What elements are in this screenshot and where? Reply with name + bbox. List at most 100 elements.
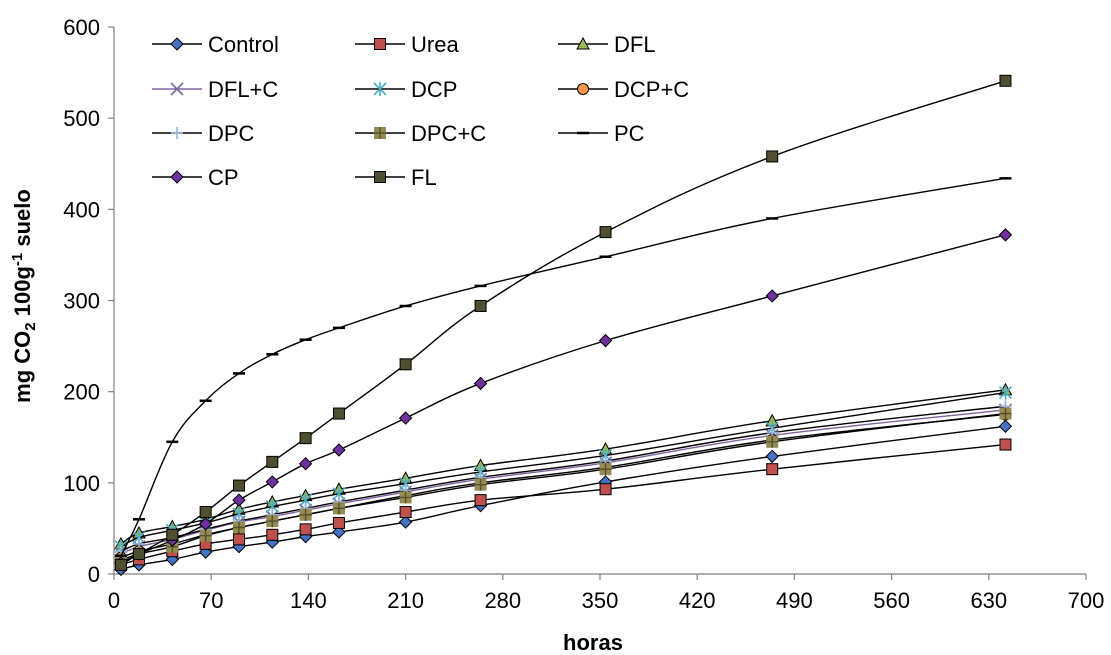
y-tick-label: 300 xyxy=(63,289,100,314)
data-point-cross xyxy=(232,521,245,534)
data-point xyxy=(170,170,184,184)
x-tick-label: 140 xyxy=(290,588,327,613)
data-point xyxy=(399,358,412,371)
x-tick-label: 0 xyxy=(108,588,120,613)
legend-label: DPC xyxy=(208,121,255,146)
data-point-cross xyxy=(474,478,487,491)
data-point xyxy=(114,558,127,571)
y-tick-label: 400 xyxy=(63,197,100,222)
data-point xyxy=(374,38,386,50)
y-axis-title-part: mg CO xyxy=(10,331,35,403)
data-point xyxy=(266,455,279,468)
series-line xyxy=(120,413,1006,559)
series-cp xyxy=(114,228,1013,570)
data-point xyxy=(198,517,213,531)
y-tick-label: 100 xyxy=(63,471,100,496)
y-tick-label: 0 xyxy=(88,562,100,587)
series-line xyxy=(120,409,1006,555)
data-point xyxy=(998,228,1013,242)
x-tick-label: 350 xyxy=(582,588,619,613)
data-point-cross xyxy=(374,127,386,139)
data-point xyxy=(166,528,179,541)
y-axis-title-part: -1 xyxy=(9,253,26,266)
x-axis-title: horas xyxy=(563,630,623,655)
data-point-cross xyxy=(266,515,279,528)
x-tick-label: 490 xyxy=(776,588,813,613)
x-tick-label: 630 xyxy=(970,588,1007,613)
legend-label: DFL xyxy=(614,32,656,57)
x-tick-label: 70 xyxy=(199,588,223,613)
legend-item-dfl: DFL xyxy=(558,32,656,57)
legend: Control Urea DFL DFL+C DCP DCP+C DPC DPC+C PC CP F… xyxy=(152,32,689,190)
legend-label: DCP xyxy=(411,77,457,102)
data-point xyxy=(998,385,1013,400)
y-axis-title-part: suelo xyxy=(10,189,35,253)
data-point xyxy=(576,36,590,50)
data-point xyxy=(999,438,1012,451)
legend-item-urea: Urea xyxy=(355,32,459,57)
data-point-cross xyxy=(199,529,212,542)
data-point xyxy=(132,547,145,560)
legend-item-control: Control xyxy=(152,32,279,57)
data-point xyxy=(232,493,246,507)
data-point xyxy=(765,449,779,464)
data-point xyxy=(266,528,279,541)
data-point xyxy=(171,127,183,139)
data-point xyxy=(299,523,312,536)
x-tick-label: 280 xyxy=(484,588,521,613)
data-point xyxy=(999,74,1012,87)
data-point xyxy=(577,83,589,95)
legend-label: Control xyxy=(208,32,279,57)
data-point xyxy=(766,150,779,163)
data-point xyxy=(232,533,245,546)
series-urea xyxy=(114,438,1012,571)
series-line xyxy=(120,412,1006,561)
series-control xyxy=(114,419,1013,577)
legend-item-dcp-c: DCP+C xyxy=(558,77,689,102)
legend-item-dpc: DPC xyxy=(152,121,255,146)
data-point xyxy=(265,475,280,489)
series-layer xyxy=(114,74,1013,577)
data-point xyxy=(766,463,779,476)
y-tick-label: 600 xyxy=(63,15,100,40)
legend-label: PC xyxy=(614,121,645,146)
data-point xyxy=(474,494,487,507)
data-point xyxy=(199,506,212,519)
data-point xyxy=(332,443,346,457)
data-point xyxy=(332,525,346,539)
legend-item-pc: PC xyxy=(558,121,645,146)
series-dcp-c xyxy=(114,408,1012,564)
x-tick-label: 420 xyxy=(679,588,716,613)
y-axis-title-part: 2 xyxy=(22,322,39,330)
data-point xyxy=(332,516,345,529)
series-line xyxy=(120,425,1006,571)
x-tick-label: 700 xyxy=(1068,588,1105,613)
legend-item-dcp: DCP xyxy=(355,77,457,102)
data-point xyxy=(598,333,613,348)
legend-label: DFL+C xyxy=(208,77,278,102)
legend-item-dpc-c: DPC+C xyxy=(355,121,486,146)
series-line xyxy=(120,234,1006,564)
series-dcp xyxy=(114,385,1013,554)
data-point xyxy=(398,411,413,425)
y-tick-label: 200 xyxy=(63,380,100,405)
data-point xyxy=(374,171,386,183)
series-fl xyxy=(114,74,1012,571)
data-point xyxy=(398,515,413,529)
data-point xyxy=(765,289,779,303)
legend-label: DCP+C xyxy=(614,77,689,102)
series-line xyxy=(120,177,1006,557)
data-point xyxy=(599,483,612,496)
series-line xyxy=(120,391,1006,548)
data-point xyxy=(599,226,612,239)
data-point-cross xyxy=(332,502,345,515)
data-point xyxy=(232,479,245,492)
data-point-cross xyxy=(999,407,1012,420)
data-point xyxy=(170,37,184,51)
legend-label: CP xyxy=(208,165,239,190)
data-point xyxy=(332,407,345,420)
legend-label: Urea xyxy=(411,32,459,57)
x-tick-label: 560 xyxy=(873,588,910,613)
